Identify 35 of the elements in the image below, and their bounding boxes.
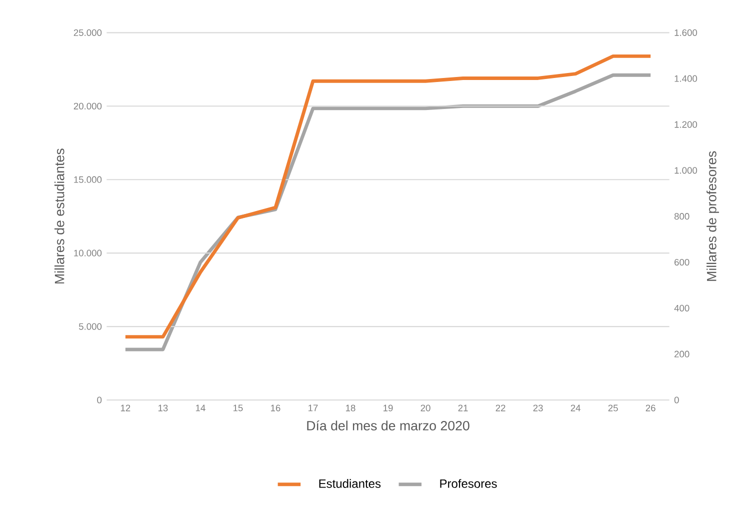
y2-tick-label: 800 xyxy=(674,213,690,220)
x-tick-label: 15 xyxy=(233,404,243,412)
y-tick-label: 25.000 xyxy=(74,29,102,36)
y-tick-label: 0 xyxy=(97,396,102,404)
x-tick-label: 20 xyxy=(420,404,430,412)
y2-tick-label: 200 xyxy=(674,350,690,358)
x-tick-label: 26 xyxy=(646,404,656,412)
x-tick-label: 16 xyxy=(270,404,280,412)
x-tick-label: 22 xyxy=(496,404,506,412)
y2-tick-label: 1.000 xyxy=(674,167,698,174)
x-axis-title: Día del mes de marzo 2020 xyxy=(307,420,470,430)
y2-tick-label: 1.200 xyxy=(674,121,698,128)
y2-tick-label: 1.600 xyxy=(674,29,698,36)
x-tick-label: 21 xyxy=(458,404,468,412)
x-tick-label: 19 xyxy=(384,404,393,412)
y2-tick-label: 0 xyxy=(674,396,679,404)
legend-label: Profesores xyxy=(440,479,497,488)
y-tick-label: 10.000 xyxy=(74,250,102,256)
y2-axis-title: Millares de profesores xyxy=(706,151,719,281)
y-axis-title: Millares de estudiantes xyxy=(54,148,64,284)
y2-tick-label: 400 xyxy=(674,304,690,312)
x-tick-label: 17 xyxy=(308,404,318,412)
x-tick-label: 14 xyxy=(196,404,206,412)
x-tick-label: 18 xyxy=(346,404,356,412)
x-tick-label: 25 xyxy=(608,404,618,412)
legend-label: Estudiantes xyxy=(319,479,381,488)
x-tick-label: 12 xyxy=(120,404,130,412)
x-tick-label: 23 xyxy=(533,404,543,412)
y-tick-label: 5.000 xyxy=(78,323,102,330)
y2-tick-label: 1.400 xyxy=(674,75,698,82)
x-tick-label: 24 xyxy=(570,404,580,412)
y-tick-label: 20.000 xyxy=(74,102,102,110)
x-tick-label: 13 xyxy=(158,404,168,412)
y-tick-label: 15.000 xyxy=(74,176,102,183)
y2-tick-label: 600 xyxy=(674,258,690,266)
